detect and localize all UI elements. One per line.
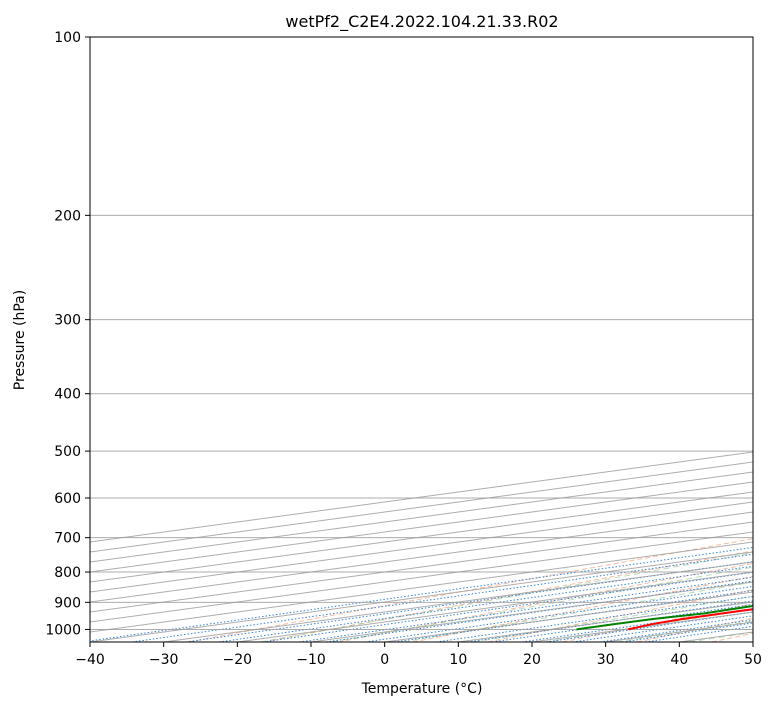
y-tick-label: 600 <box>54 491 81 507</box>
x-tick-label: −10 <box>296 652 326 668</box>
grid-lines <box>90 37 753 642</box>
isotherm-line <box>90 461 753 553</box>
y-axis: 100 200 300 400 500 600 700 800 900 1000 <box>45 30 90 638</box>
isotherm-line <box>90 501 753 593</box>
y-tick-label: 100 <box>54 30 81 46</box>
dry-adiabat-line <box>412 575 753 642</box>
mixing-ratio-line <box>436 596 753 642</box>
mixing-ratio-line <box>365 585 753 642</box>
x-tick-label: 50 <box>744 652 762 668</box>
y-tick-label: 400 <box>54 387 81 403</box>
x-tick-label: 30 <box>597 652 615 668</box>
x-tick-label: 0 <box>380 652 389 668</box>
mixing-ratio-line <box>131 553 753 642</box>
x-axis: −40 −30 −20 −10 0 10 20 30 40 50 <box>75 642 762 668</box>
isotherm-line <box>90 481 753 573</box>
isotherm-line <box>90 451 753 543</box>
dry-adiabat-line <box>263 550 753 642</box>
x-tick-label: 40 <box>670 652 688 668</box>
x-axis-label: Temperature (°C) <box>361 681 483 697</box>
y-tick-label: 300 <box>54 313 81 329</box>
isotherm-line <box>90 521 753 613</box>
y-tick-label: 1000 <box>45 622 81 638</box>
chart-title: wetPf2_C2E4.2022.104.21.33.R02 <box>285 12 558 32</box>
y-tick-label: 500 <box>54 444 81 460</box>
x-tick-label: −30 <box>149 652 179 668</box>
x-tick-label: 10 <box>449 652 467 668</box>
y-tick-label: 900 <box>54 595 81 611</box>
moist-adiabat-line <box>473 595 753 642</box>
moist-adiabat-line <box>403 581 753 642</box>
y-tick-label: 700 <box>54 531 81 547</box>
moist-adiabat-line <box>331 566 753 642</box>
mixing-ratio-line <box>90 546 753 642</box>
x-tick-label: −20 <box>223 652 253 668</box>
y-axis-label: Pressure (hPa) <box>12 290 28 390</box>
isotherm-line <box>90 471 753 563</box>
x-tick-label: −40 <box>75 652 105 668</box>
plot-frame <box>89 36 754 643</box>
dry-adiabat-line <box>487 589 753 642</box>
y-tick-label: 200 <box>54 208 81 224</box>
x-tick-label: 20 <box>523 652 541 668</box>
isotherm-line <box>90 531 753 623</box>
isotherm-line <box>90 511 753 603</box>
y-tick-label: 800 <box>54 565 81 581</box>
isotherm-line <box>90 491 753 583</box>
